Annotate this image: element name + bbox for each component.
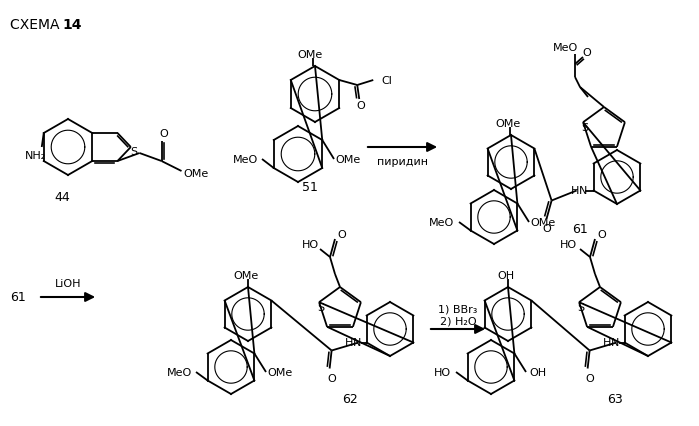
Text: O: O [159, 129, 168, 139]
Text: СХЕМА: СХЕМА [10, 18, 64, 32]
Text: NH₂: NH₂ [25, 151, 46, 161]
Text: OMe: OMe [268, 367, 293, 377]
Text: HO: HO [559, 239, 577, 249]
Text: OMe: OMe [183, 169, 208, 178]
Text: S: S [577, 302, 584, 312]
Text: HO: HO [433, 367, 451, 377]
Text: S: S [582, 123, 589, 133]
Text: O: O [598, 230, 606, 239]
Text: 44: 44 [54, 191, 70, 204]
Text: LiOH: LiOH [55, 278, 81, 288]
Text: S: S [130, 147, 138, 157]
Text: H: H [345, 338, 353, 348]
Text: MeO: MeO [232, 155, 258, 164]
Text: MeO: MeO [166, 367, 192, 377]
Text: Cl: Cl [382, 76, 393, 86]
Text: O: O [583, 48, 591, 58]
Text: 14: 14 [62, 18, 82, 32]
Text: 61: 61 [572, 223, 588, 236]
Text: OMe: OMe [336, 155, 361, 164]
Text: OMe: OMe [233, 271, 259, 280]
Text: 63: 63 [607, 393, 623, 406]
Text: OH: OH [529, 367, 547, 377]
Text: 51: 51 [302, 181, 318, 194]
Text: O: O [338, 230, 347, 239]
Text: O: O [327, 374, 336, 383]
Text: O: O [585, 374, 594, 383]
Text: OH: OH [498, 271, 514, 280]
Text: 1) BBr₃: 1) BBr₃ [438, 304, 477, 314]
Text: H: H [570, 186, 579, 196]
Text: MeO: MeO [429, 218, 454, 227]
Text: 2) H₂O: 2) H₂O [440, 316, 476, 326]
Text: N: N [352, 338, 361, 348]
Text: 62: 62 [342, 393, 358, 406]
Text: N: N [610, 338, 619, 348]
Text: S: S [317, 302, 324, 312]
Text: OMe: OMe [531, 218, 556, 227]
Text: O: O [357, 101, 366, 111]
Text: пиридин: пиридин [377, 157, 428, 167]
Text: 61: 61 [10, 291, 26, 304]
Text: H: H [603, 338, 611, 348]
Text: N: N [579, 186, 586, 196]
Text: MeO: MeO [552, 43, 577, 53]
Text: HO: HO [301, 239, 319, 249]
Text: OMe: OMe [496, 119, 521, 129]
Text: OMe: OMe [297, 50, 323, 60]
Text: O: O [542, 224, 551, 234]
